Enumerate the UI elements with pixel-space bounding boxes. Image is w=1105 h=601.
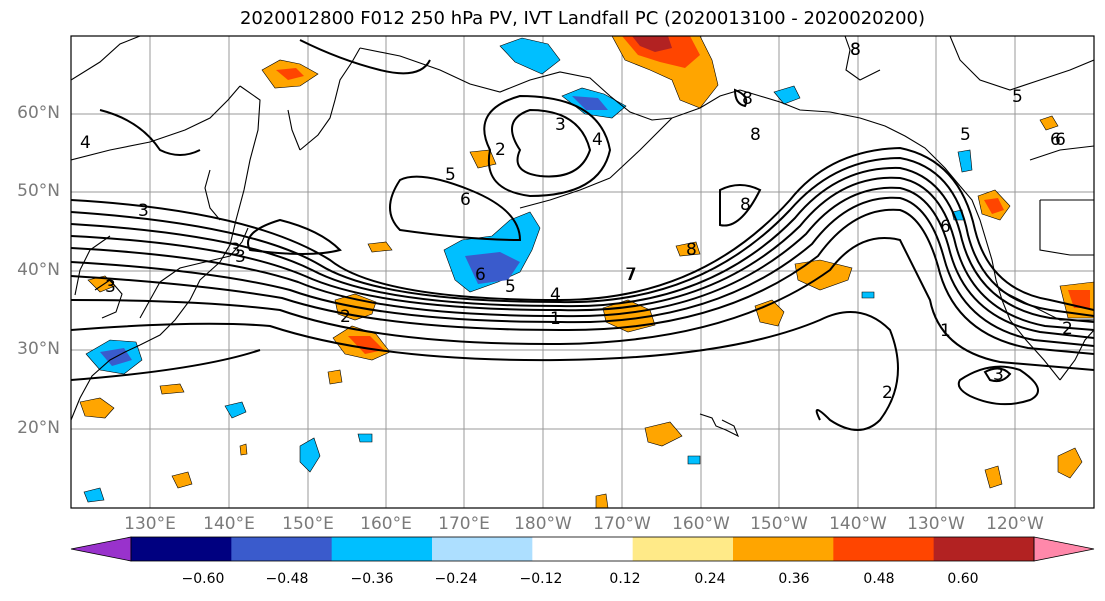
contour-label: 4 bbox=[550, 285, 561, 305]
contour-label: 7 bbox=[626, 265, 637, 285]
colorbar-segment bbox=[532, 537, 634, 561]
contour-label: 4 bbox=[592, 130, 603, 150]
contour-label: 5 bbox=[445, 165, 456, 185]
lon-label-140w: 140°W bbox=[829, 514, 887, 534]
contour-label: 3 bbox=[235, 247, 246, 267]
lat-label-60n: 60°N bbox=[17, 103, 60, 123]
lon-label-180w: 180°W bbox=[514, 514, 572, 534]
contour-label: 3 bbox=[555, 115, 566, 135]
lon-label-170w: 170°W bbox=[593, 514, 651, 534]
lon-label-130w: 130°W bbox=[907, 514, 965, 534]
colorbar-segment bbox=[331, 537, 433, 561]
lon-label-150w: 150°W bbox=[750, 514, 808, 534]
colorbar-segment bbox=[933, 537, 1035, 561]
contour-label: 5 bbox=[960, 125, 971, 145]
colorbar-segment bbox=[432, 537, 533, 561]
colorbar-tick: 0.36 bbox=[778, 571, 810, 587]
lat-label-30n: 30°N bbox=[17, 339, 60, 359]
colorbar-segment bbox=[131, 537, 232, 561]
pv-contours bbox=[71, 39, 1094, 431]
map-frame bbox=[70, 35, 1095, 509]
contour-label: 6 bbox=[1055, 130, 1066, 150]
colorbar-tick: 0.12 bbox=[609, 571, 641, 587]
contour-label: 8 bbox=[850, 40, 861, 60]
contour-label: 1 bbox=[550, 309, 561, 329]
colorbar-arrow-max bbox=[1033, 536, 1095, 562]
contour-label: 8 bbox=[740, 195, 751, 215]
contour-label: 3 bbox=[230, 240, 241, 260]
lon-label-160w: 160°W bbox=[672, 514, 730, 534]
colorbar-tick: −0.24 bbox=[434, 571, 478, 587]
lon-label-140e: 140°E bbox=[203, 514, 255, 534]
colorbar-tick: −0.36 bbox=[350, 571, 394, 587]
lon-label-120w: 120°W bbox=[986, 514, 1044, 534]
lat-label-50n: 50°N bbox=[17, 181, 60, 201]
colorbar-tick: 0.48 bbox=[863, 571, 895, 587]
contour-label: 1 bbox=[940, 321, 951, 341]
graticule bbox=[71, 36, 1094, 508]
contour-label: 2 bbox=[495, 140, 506, 160]
contour-label: 2 bbox=[340, 307, 351, 327]
lat-label-20n: 20°N bbox=[17, 418, 60, 438]
contour-label: 6 bbox=[1050, 130, 1061, 150]
colorbar-arrow-min bbox=[70, 536, 132, 562]
contour-label: 4 bbox=[80, 133, 91, 153]
contour-label: 3 bbox=[138, 201, 149, 221]
colorbar-frame bbox=[130, 536, 1035, 562]
contour-label: 3 bbox=[993, 365, 1004, 385]
contour-label: 6 bbox=[460, 190, 471, 210]
colorbar-tick: −0.60 bbox=[181, 571, 225, 587]
colorbar-tick: −0.48 bbox=[265, 571, 309, 587]
contour-label: 8 bbox=[750, 125, 761, 145]
lon-label-160e: 160°E bbox=[360, 514, 412, 534]
colorbar-segment bbox=[733, 537, 834, 561]
map-title: 2020012800 F012 250 hPa PV, IVT Landfall… bbox=[239, 8, 926, 29]
colorbar-tick: 0.60 bbox=[947, 571, 979, 587]
contour-label: 3 bbox=[105, 277, 116, 297]
contour-label: 5 bbox=[1012, 87, 1023, 107]
contour-label: 6 bbox=[940, 217, 951, 237]
contour-label: 8 bbox=[742, 89, 753, 109]
colorbar-segments bbox=[70, 536, 1095, 562]
contour-label: 5 bbox=[505, 277, 516, 297]
contour-label: 8 bbox=[686, 240, 697, 260]
lon-label-170e: 170°E bbox=[438, 514, 490, 534]
colorbar-segment bbox=[632, 537, 734, 561]
lat-label-40n: 40°N bbox=[17, 260, 60, 280]
lon-label-150e: 150°E bbox=[282, 514, 334, 534]
contour-label: 2 bbox=[882, 383, 893, 403]
colorbar-tick: 0.24 bbox=[694, 571, 726, 587]
colorbar-tick: −0.12 bbox=[519, 571, 563, 587]
colorbar-segment bbox=[231, 537, 333, 561]
contour-label: 7 bbox=[625, 265, 636, 285]
contour-label: 8 bbox=[850, 40, 861, 60]
lon-label-130e: 130°E bbox=[124, 514, 176, 534]
contour-label: 6 bbox=[475, 265, 486, 285]
colorbar-segment bbox=[833, 537, 935, 561]
contour-label: 2 bbox=[1062, 319, 1073, 339]
